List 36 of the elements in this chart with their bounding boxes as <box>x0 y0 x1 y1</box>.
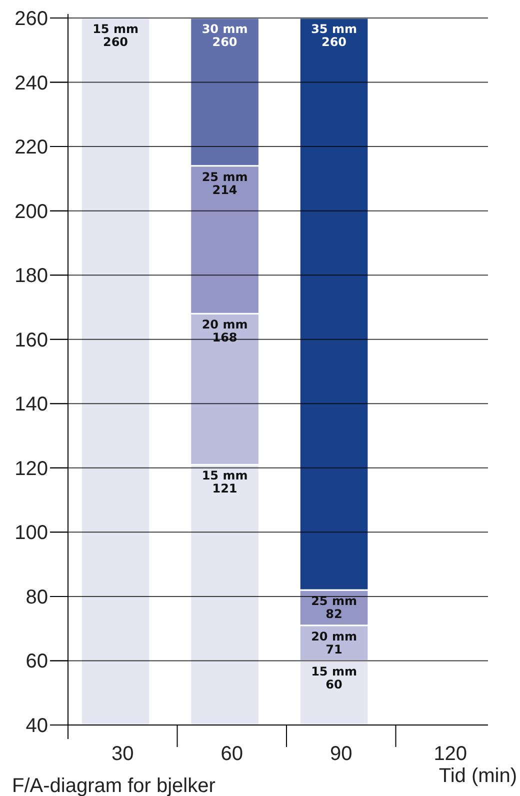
series-label: 20 mm <box>202 318 248 332</box>
series-label: 30 mm <box>202 22 248 36</box>
series-label: 15 mm <box>92 22 138 36</box>
data-label: 71 <box>326 642 342 656</box>
y-tick-label: 220 <box>14 136 48 159</box>
y-tick-label: 240 <box>14 72 48 94</box>
text: 20 mm <box>311 629 357 644</box>
y-tick-label: 80 <box>26 586 48 608</box>
data-label: 60 <box>326 678 342 692</box>
y-tick-label: 260 <box>14 8 48 30</box>
y-tick-label: 180 <box>14 265 48 288</box>
y-tick-label: 120 <box>14 458 48 480</box>
data-label: 260 <box>102 35 128 49</box>
x-tick-label: 30 <box>112 743 134 765</box>
data-label: 260 <box>212 35 238 49</box>
data-label: 260 <box>321 35 347 49</box>
y-tick-label: 100 <box>14 522 48 544</box>
y-tick-label: 140 <box>14 394 48 416</box>
x-tick-label: 60 <box>220 743 243 765</box>
bar <box>80 17 151 726</box>
text: F/A-diagram for bjelker <box>12 775 216 796</box>
data-label: 82 <box>326 607 342 622</box>
y-tick-label: 40 <box>26 715 48 737</box>
data-label: 214 <box>212 182 238 197</box>
x-tick-label: 90 <box>330 743 352 765</box>
x-axis-title: Tid (min) <box>438 765 517 787</box>
x-tick-label: 120 <box>434 743 468 765</box>
y-tick-label: 160 <box>14 329 48 352</box>
y-tick-label: 60 <box>26 650 48 673</box>
data-label: 121 <box>212 482 238 496</box>
text: 25 mm <box>311 594 357 608</box>
series-label: 35 mm <box>311 22 357 36</box>
text: 15 mm <box>311 664 357 679</box>
series-label: 25 mm <box>202 170 248 184</box>
text: 15 mm <box>202 468 248 483</box>
y-tick-label: 200 <box>14 200 48 223</box>
